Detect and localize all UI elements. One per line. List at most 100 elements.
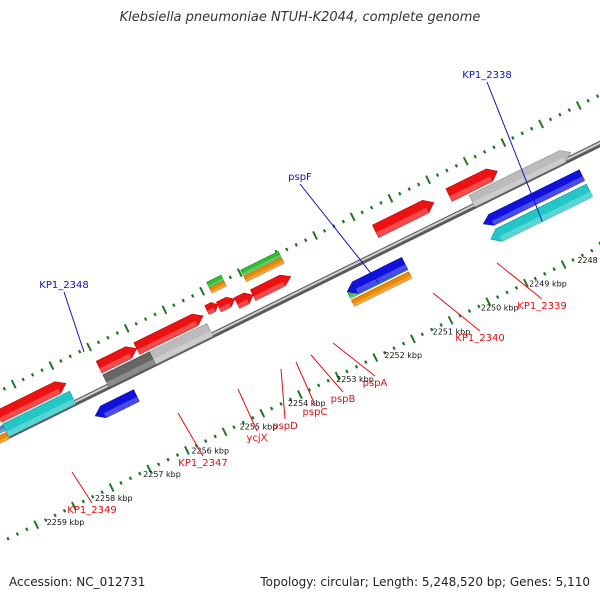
tick-upper bbox=[590, 248, 594, 253]
gene-feature-highlight bbox=[237, 299, 250, 309]
gene-label-bottom-leader bbox=[280, 368, 286, 420]
tick-upper bbox=[447, 315, 454, 325]
tick-lower bbox=[303, 238, 308, 243]
tick-lower bbox=[322, 228, 327, 233]
tick-upper bbox=[543, 271, 547, 276]
tick-lower bbox=[106, 335, 110, 340]
tick-lower bbox=[511, 136, 515, 140]
gene-feature-highlight bbox=[144, 331, 213, 369]
gene-label-top: KP1_2348 bbox=[39, 280, 88, 291]
tick-upper bbox=[317, 383, 321, 388]
genome-summary: Topology: circular; Length: 5,248,520 bp… bbox=[260, 575, 590, 589]
tick-upper bbox=[410, 334, 416, 344]
tick-lower bbox=[586, 98, 590, 103]
gene-label-bottom-leader bbox=[432, 292, 481, 332]
tick-upper bbox=[71, 501, 77, 511]
tick-lower bbox=[161, 305, 168, 315]
tick-upper bbox=[184, 445, 190, 455]
gene-label-top-leader bbox=[299, 183, 380, 284]
scale-tick-label: 2250 kbp bbox=[481, 304, 519, 313]
gene-feature-highlight bbox=[106, 359, 156, 388]
gene-feature-highlight bbox=[0, 436, 10, 444]
tick-upper bbox=[241, 420, 246, 425]
tick-upper bbox=[204, 439, 208, 444]
tick-upper bbox=[523, 278, 529, 288]
scale-tick-label: 2252 kbp bbox=[384, 351, 422, 360]
tick-lower bbox=[482, 149, 487, 154]
tick-lower bbox=[520, 131, 524, 136]
gene-feature-highlight bbox=[207, 307, 216, 315]
tick-upper bbox=[297, 390, 303, 400]
tick-upper bbox=[552, 267, 556, 272]
gene-label-bottom: ycjX bbox=[246, 433, 267, 444]
tick-lower bbox=[435, 173, 440, 178]
tick-upper bbox=[477, 304, 481, 309]
scale-tick-label: 2258 kbp bbox=[95, 494, 133, 503]
tick-lower bbox=[228, 275, 233, 280]
tick-upper bbox=[345, 369, 349, 374]
tick-lower bbox=[172, 303, 176, 308]
tick-upper bbox=[269, 406, 274, 411]
tick-lower bbox=[445, 168, 449, 173]
tick-upper bbox=[251, 415, 255, 420]
tick-upper bbox=[91, 494, 95, 499]
gene-label-bottom: KP1_2339 bbox=[517, 301, 566, 312]
tick-upper bbox=[279, 401, 283, 406]
tick-upper bbox=[571, 257, 575, 262]
tick-upper bbox=[43, 518, 48, 522]
tick-upper bbox=[232, 425, 236, 430]
tick-upper bbox=[485, 297, 492, 307]
tick-upper bbox=[62, 508, 67, 513]
tick-upper bbox=[560, 260, 567, 270]
tick-upper bbox=[259, 408, 266, 418]
gene-label-bottom-leader bbox=[295, 361, 316, 406]
tick-lower bbox=[425, 175, 431, 185]
tick-lower bbox=[21, 377, 25, 382]
tick-lower bbox=[123, 323, 130, 333]
gene-feature-highlight bbox=[210, 283, 227, 294]
tick-lower bbox=[500, 138, 507, 148]
gene-label-bottom-leader bbox=[71, 471, 93, 504]
tick-upper bbox=[392, 346, 396, 351]
tick-lower bbox=[387, 193, 394, 203]
accession-text: Accession: NC_012731 bbox=[9, 575, 146, 589]
tick-lower bbox=[462, 156, 469, 166]
tick-lower bbox=[312, 231, 318, 240]
tick-upper bbox=[430, 327, 434, 332]
tick-lower bbox=[134, 321, 138, 326]
tick-lower bbox=[115, 331, 120, 335]
gene-label-top: KP1_2338 bbox=[462, 70, 511, 81]
gene-feature-highlight bbox=[499, 191, 593, 242]
gene-feature-highlight bbox=[472, 157, 566, 207]
gene-feature-highlight bbox=[245, 260, 285, 282]
tick-lower bbox=[369, 205, 374, 210]
tick-lower bbox=[558, 112, 562, 117]
tick-lower bbox=[68, 354, 72, 359]
gene-label-bottom-leader bbox=[332, 342, 376, 377]
tick-upper bbox=[354, 364, 359, 369]
gene-feature-highlight bbox=[491, 176, 585, 226]
tick-lower bbox=[454, 163, 459, 168]
tick-lower bbox=[96, 340, 101, 345]
gene-label-bottom: pspC bbox=[303, 407, 328, 418]
gene-feature-highlight bbox=[137, 321, 198, 355]
map-title: Klebsiella pneumoniae NTUH-K2044, comple… bbox=[119, 10, 481, 25]
tick-upper bbox=[15, 532, 20, 536]
gene-label-bottom: KP1_2349 bbox=[67, 505, 116, 516]
gene-label-bottom: KP1_2340 bbox=[455, 333, 504, 344]
tick-lower bbox=[575, 100, 582, 110]
tick-lower bbox=[492, 145, 496, 150]
tick-lower bbox=[548, 117, 553, 122]
tick-lower bbox=[538, 119, 544, 129]
tick-upper bbox=[146, 464, 153, 474]
gene-feature-highlight bbox=[0, 388, 61, 423]
tick-upper bbox=[119, 480, 123, 485]
scale-tick-label: 2254 kbp bbox=[288, 399, 326, 408]
tick-lower bbox=[294, 242, 298, 247]
tick-upper bbox=[33, 520, 40, 530]
tick-upper bbox=[326, 378, 330, 383]
gene-feature-highlight bbox=[99, 353, 132, 373]
tick-upper bbox=[194, 443, 199, 448]
tick-lower bbox=[2, 386, 7, 391]
